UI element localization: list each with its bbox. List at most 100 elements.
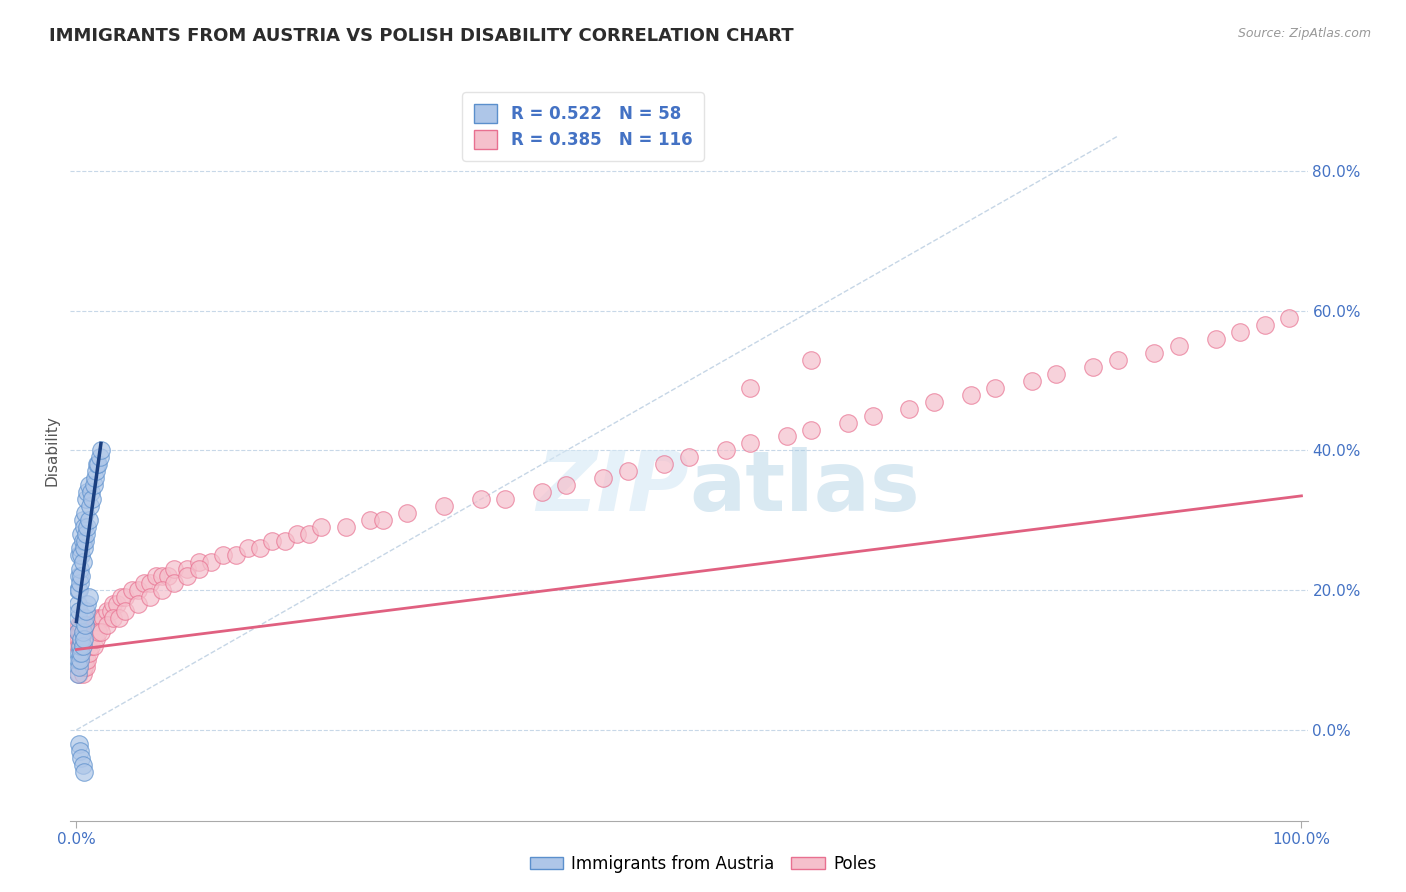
Point xyxy=(121,583,143,598)
Point xyxy=(110,590,132,604)
Point xyxy=(87,458,110,472)
Point xyxy=(66,653,89,667)
Point xyxy=(89,450,111,465)
Point xyxy=(93,611,115,625)
Point xyxy=(69,562,91,576)
Point xyxy=(371,513,394,527)
Point xyxy=(555,478,578,492)
Point xyxy=(73,764,96,779)
Point xyxy=(75,660,97,674)
Text: ZIP: ZIP xyxy=(536,447,689,528)
Point xyxy=(72,667,94,681)
Point xyxy=(72,625,94,640)
Point xyxy=(132,576,155,591)
Point xyxy=(1229,325,1251,339)
Point xyxy=(922,394,945,409)
Point xyxy=(163,576,186,591)
Point xyxy=(67,632,90,646)
Point xyxy=(100,604,122,618)
Point xyxy=(69,541,91,556)
Point xyxy=(77,632,100,646)
Point xyxy=(77,646,100,660)
Point xyxy=(76,520,98,534)
Point xyxy=(82,492,104,507)
Point xyxy=(740,436,762,450)
Point xyxy=(163,562,186,576)
Y-axis label: Disability: Disability xyxy=(44,415,59,486)
Point xyxy=(66,667,89,681)
Point xyxy=(212,548,235,562)
Point xyxy=(70,751,93,765)
Point xyxy=(87,625,110,640)
Point xyxy=(86,618,108,632)
Point xyxy=(1278,310,1301,325)
Point xyxy=(66,611,89,625)
Point xyxy=(89,618,111,632)
Point xyxy=(1168,339,1191,353)
Point xyxy=(127,597,149,611)
Point xyxy=(800,423,823,437)
Point xyxy=(139,590,162,604)
Point xyxy=(150,583,173,598)
Point xyxy=(75,604,97,618)
Point xyxy=(67,737,90,751)
Point xyxy=(79,500,101,514)
Point xyxy=(77,513,100,527)
Point xyxy=(70,632,93,646)
Point xyxy=(1021,374,1043,388)
Point xyxy=(72,639,94,653)
Point xyxy=(73,660,96,674)
Point xyxy=(67,618,90,632)
Point xyxy=(837,416,859,430)
Text: Source: ZipAtlas.com: Source: ZipAtlas.com xyxy=(1237,27,1371,40)
Point xyxy=(75,632,97,646)
Point xyxy=(470,492,492,507)
Point xyxy=(73,618,96,632)
Point xyxy=(76,653,98,667)
Legend: R = 0.522   N = 58, R = 0.385   N = 116: R = 0.522 N = 58, R = 0.385 N = 116 xyxy=(463,92,704,161)
Point xyxy=(67,667,90,681)
Point xyxy=(69,653,91,667)
Point xyxy=(984,381,1007,395)
Point xyxy=(76,597,98,611)
Point xyxy=(1045,367,1067,381)
Point xyxy=(73,506,96,520)
Point xyxy=(157,569,180,583)
Point xyxy=(76,625,98,640)
Point xyxy=(69,639,91,653)
Point xyxy=(66,597,89,611)
Point xyxy=(66,625,89,640)
Point xyxy=(73,541,96,556)
Point xyxy=(335,520,357,534)
Point xyxy=(73,653,96,667)
Point xyxy=(285,527,308,541)
Point xyxy=(67,583,90,598)
Point xyxy=(66,639,89,653)
Point xyxy=(678,450,700,465)
Point xyxy=(176,569,198,583)
Point xyxy=(800,352,823,367)
Point xyxy=(69,639,91,653)
Point xyxy=(90,611,112,625)
Point xyxy=(67,569,90,583)
Point xyxy=(72,757,94,772)
Point xyxy=(73,632,96,646)
Point xyxy=(262,534,284,549)
Point xyxy=(1107,352,1129,367)
Point xyxy=(73,611,96,625)
Point xyxy=(73,520,96,534)
Point xyxy=(433,500,456,514)
Point xyxy=(150,569,173,583)
Point xyxy=(69,660,91,674)
Point xyxy=(72,513,94,527)
Point xyxy=(311,520,333,534)
Point xyxy=(77,590,100,604)
Point xyxy=(1205,332,1227,346)
Point xyxy=(77,478,100,492)
Point xyxy=(70,653,93,667)
Point xyxy=(73,618,96,632)
Point xyxy=(114,590,136,604)
Point xyxy=(73,534,96,549)
Point xyxy=(70,632,93,646)
Point xyxy=(67,548,90,562)
